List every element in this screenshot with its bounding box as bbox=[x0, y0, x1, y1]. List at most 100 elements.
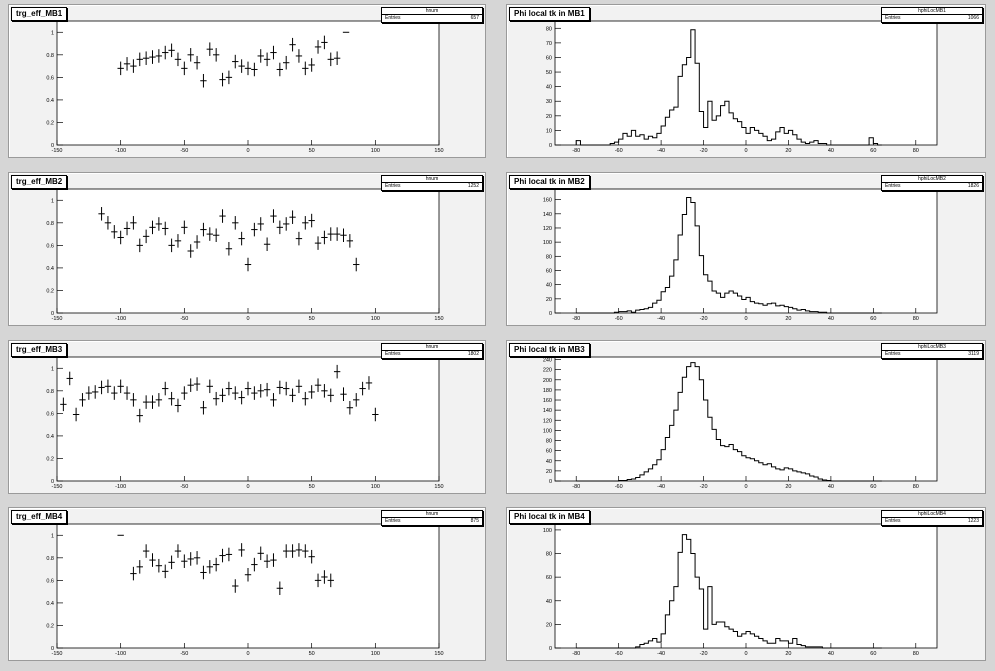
data-point bbox=[174, 544, 182, 558]
y-tick-label: 20 bbox=[546, 469, 552, 475]
x-tick-label: 150 bbox=[434, 148, 443, 154]
data-point bbox=[270, 553, 277, 567]
stats-entries-value: 875 bbox=[470, 518, 479, 524]
data-point bbox=[212, 391, 220, 406]
pad-trg-eff-mb4[interactable]: -150 -100 -50 0 50 100 150 0 0.2 0.4 0.6 0.8 1 trg_e… bbox=[8, 507, 486, 661]
data-point bbox=[302, 544, 309, 558]
data-point bbox=[155, 49, 163, 63]
data-point bbox=[136, 408, 143, 423]
x-tick-label: 60 bbox=[870, 484, 876, 490]
data-point bbox=[168, 43, 175, 58]
data-point bbox=[238, 543, 245, 557]
data-point bbox=[162, 221, 169, 236]
y-tick-label: 40 bbox=[546, 599, 552, 605]
data-point bbox=[225, 241, 233, 256]
x-tick-label: 0 bbox=[246, 651, 249, 657]
data-point bbox=[295, 49, 303, 63]
data-point bbox=[181, 386, 188, 400]
data-point bbox=[111, 386, 118, 400]
stats-box: hnum Entries 657 bbox=[381, 7, 483, 23]
data-point bbox=[257, 384, 264, 398]
data-point bbox=[104, 379, 112, 394]
data-point bbox=[270, 393, 277, 407]
data-point bbox=[225, 547, 233, 562]
x-tick-label: -20 bbox=[700, 316, 708, 322]
plot-trg-eff-mb1: -150 -100 -50 0 50 100 150 0 0.2 0.4 0.6 0.8 1 bbox=[46, 20, 444, 154]
y-tick-label: 40 bbox=[546, 85, 552, 91]
x-tick-label: 40 bbox=[828, 316, 834, 322]
data-point bbox=[174, 398, 182, 413]
x-tick-label: 40 bbox=[828, 651, 834, 657]
y-tick-label: 0.6 bbox=[46, 243, 54, 249]
data-point bbox=[244, 567, 252, 582]
data-point bbox=[238, 390, 245, 405]
y-tick-label: 0.2 bbox=[46, 288, 54, 294]
data-point bbox=[219, 388, 226, 403]
data-point bbox=[353, 257, 360, 272]
plot-frame bbox=[56, 20, 440, 146]
data-point bbox=[136, 52, 143, 67]
y-tick-label: 40 bbox=[546, 459, 552, 465]
y-tick-label: 0.6 bbox=[46, 578, 54, 584]
pad-phi-mb2[interactable]: -80 -60 -40 -20 0 20 40 60 80 0 20 40 60 80 100 120 140 1… bbox=[506, 172, 986, 326]
y-tick-label: 140 bbox=[543, 408, 552, 414]
data-point bbox=[340, 387, 347, 401]
pad-trg-eff-mb3[interactable]: -150 -100 -50 0 50 100 150 0 0.2 0.4 0.6 0.8 1 trg_e… bbox=[8, 340, 486, 494]
y-tick-label: 0.4 bbox=[46, 266, 54, 272]
data-point bbox=[142, 51, 150, 65]
stats-box: hphiLocMB1 Entries 1066 bbox=[881, 7, 983, 23]
x-tick-label: -150 bbox=[51, 651, 62, 657]
data-point bbox=[232, 216, 239, 230]
x-tick-label: 50 bbox=[309, 484, 315, 490]
x-tick-label: 0 bbox=[246, 316, 249, 322]
x-tick-label: 150 bbox=[434, 484, 443, 490]
data-point bbox=[314, 573, 322, 588]
x-tick-label: -60 bbox=[615, 316, 623, 322]
pad-title: trg_eff_MB3 bbox=[11, 343, 68, 357]
data-point bbox=[219, 548, 226, 563]
data-point bbox=[193, 235, 201, 249]
plot-phi-mb4: -80 -60 -40 -20 0 20 40 60 80 0 20 40 60 80 100 bbox=[543, 523, 938, 657]
stats-entries-label: Entries bbox=[385, 518, 401, 524]
data-point bbox=[104, 216, 112, 230]
stats-entries-value: 657 bbox=[470, 15, 479, 21]
data-point bbox=[276, 380, 284, 395]
pad-title: Phi local tk in MB2 bbox=[509, 175, 590, 189]
data-point bbox=[302, 216, 309, 230]
y-tick-label: 100 bbox=[543, 240, 552, 246]
pad-trg-eff-mb1[interactable]: -150 -100 -50 0 50 100 150 0 0.2 0.4 0.6 0.8 1 trg_e… bbox=[8, 4, 486, 158]
y-tick-label: 180 bbox=[543, 388, 552, 394]
data-point bbox=[181, 61, 188, 76]
stats-name: hphiLocMB2 bbox=[882, 176, 982, 183]
y-tick-label: 80 bbox=[546, 254, 552, 260]
pad-phi-mb4[interactable]: -80 -60 -40 -20 0 20 40 60 80 0 20 40 60 80 100 Phi lo… bbox=[506, 507, 986, 661]
stats-entries-label: Entries bbox=[885, 351, 901, 357]
pad-trg-eff-mb2[interactable]: -150 -100 -50 0 50 100 150 0 0.2 0.4 0.6 0.8 1 trg_e… bbox=[8, 172, 486, 326]
x-tick-label: 60 bbox=[870, 316, 876, 322]
stats-entries-label: Entries bbox=[385, 15, 401, 21]
data-point bbox=[327, 227, 334, 241]
data-point bbox=[92, 385, 99, 399]
pad-phi-mb3[interactable]: -80 -60 -40 -20 0 20 40 60 80 0 20 40 60 80 100 120 140 1… bbox=[506, 340, 986, 494]
stats-box: hnum Entries 875 bbox=[381, 510, 483, 526]
y-tick-label: 60 bbox=[546, 575, 552, 581]
stats-box: hphiLocMB3 Entries 3119 bbox=[881, 343, 983, 359]
x-tick-label: -40 bbox=[657, 148, 665, 154]
data-point bbox=[232, 54, 239, 69]
data-point bbox=[340, 228, 347, 242]
x-tick-label: -80 bbox=[572, 148, 580, 154]
x-tick-label: 60 bbox=[870, 651, 876, 657]
x-tick-label: 50 bbox=[309, 316, 315, 322]
x-tick-label: -80 bbox=[572, 651, 580, 657]
plot-frame bbox=[554, 523, 938, 649]
data-point bbox=[142, 395, 150, 409]
y-tick-label: 0.8 bbox=[46, 556, 54, 562]
histogram-line bbox=[575, 29, 882, 146]
x-tick-label: -100 bbox=[115, 651, 126, 657]
pad-phi-mb1[interactable]: -80 -60 -40 -20 0 20 40 60 80 0 10 20 30 40 50 60 70 80 P… bbox=[506, 4, 986, 158]
x-tick-label: -150 bbox=[51, 316, 62, 322]
y-tick-label: 0.6 bbox=[46, 75, 54, 81]
data-point bbox=[168, 391, 175, 406]
x-tick-label: -150 bbox=[51, 148, 62, 154]
plot-trg-eff-mb3: -150 -100 -50 0 50 100 150 0 0.2 0.4 0.6 0.8 1 bbox=[46, 356, 444, 490]
